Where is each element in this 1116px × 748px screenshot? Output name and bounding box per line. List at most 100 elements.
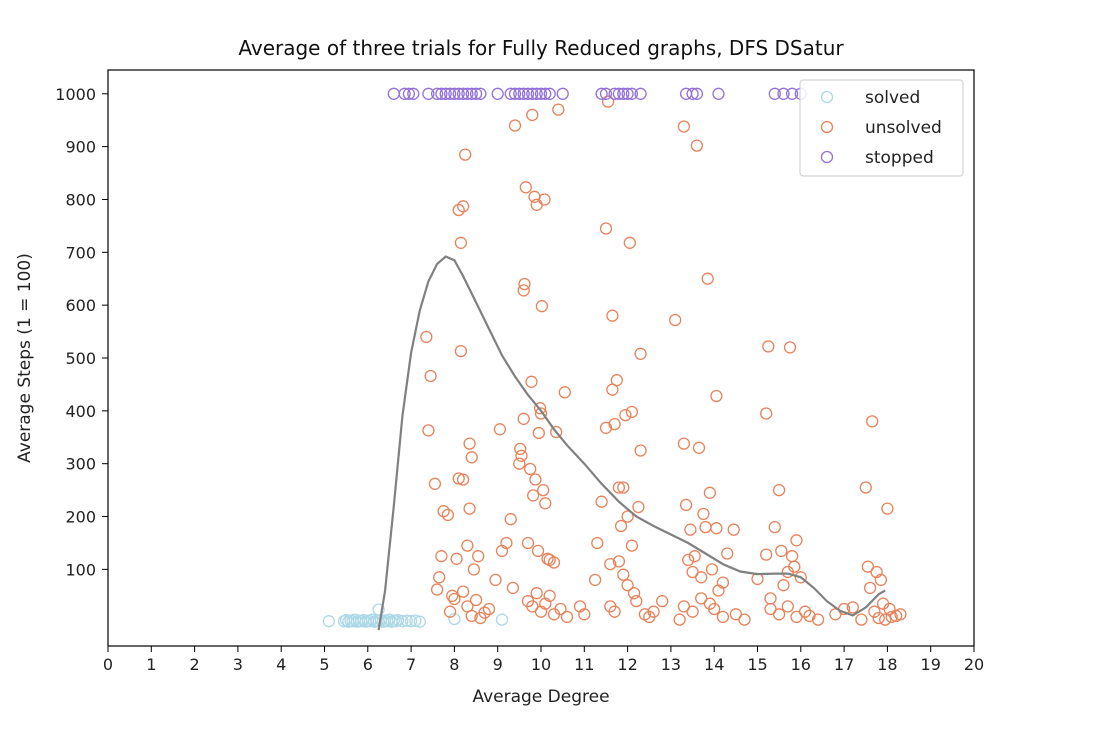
unsolved-point bbox=[504, 513, 517, 526]
unsolved-point bbox=[430, 583, 444, 596]
legend-marker-unsolved bbox=[820, 120, 834, 134]
stopped-point bbox=[491, 87, 504, 100]
y-axis-label: Average Steps (1 = 100) bbox=[15, 253, 35, 463]
unsolved-point bbox=[695, 592, 708, 605]
series-unsolved bbox=[420, 95, 907, 626]
unsolved-point bbox=[656, 594, 669, 608]
unsolved-point bbox=[422, 424, 435, 437]
unsolved-point bbox=[686, 605, 699, 618]
unsolved-point bbox=[459, 148, 472, 161]
unsolved-point bbox=[463, 437, 476, 450]
unsolved-point bbox=[610, 374, 623, 387]
solved-point bbox=[413, 615, 426, 628]
stopped-point bbox=[625, 87, 639, 100]
y-tick-label: 200 bbox=[65, 508, 96, 527]
unsolved-point bbox=[482, 602, 496, 616]
solved-point bbox=[396, 615, 409, 628]
unsolved-point bbox=[803, 609, 816, 623]
stopped-point bbox=[448, 87, 461, 100]
unsolved-point bbox=[701, 272, 714, 285]
unsolved-point bbox=[692, 441, 706, 454]
unsolved-point bbox=[684, 523, 697, 536]
x-tick-label: 15 bbox=[747, 655, 767, 674]
unsolved-point bbox=[695, 571, 708, 584]
unsolved-point bbox=[790, 610, 803, 624]
stopped-point bbox=[539, 87, 552, 100]
unsolved-point bbox=[599, 222, 613, 235]
x-tick-label: 5 bbox=[319, 655, 329, 674]
unsolved-point bbox=[493, 423, 507, 436]
unsolved-point bbox=[519, 181, 532, 194]
unsolved-point bbox=[634, 347, 647, 360]
unsolved-point bbox=[543, 589, 556, 602]
unsolved-point bbox=[621, 579, 634, 592]
unsolved-point bbox=[518, 277, 531, 291]
unsolved-point bbox=[762, 340, 775, 353]
unsolved-point bbox=[532, 426, 545, 440]
stopped-point bbox=[474, 87, 487, 100]
stopped-point bbox=[785, 87, 799, 100]
stopped-point bbox=[517, 87, 530, 100]
unsolved-point bbox=[433, 571, 446, 584]
unsolved-point bbox=[465, 609, 478, 623]
unsolved-point bbox=[829, 608, 842, 621]
stopped-point bbox=[612, 87, 626, 100]
unsolved-point bbox=[705, 563, 719, 576]
solved-point bbox=[495, 613, 509, 626]
unsolved-point bbox=[863, 581, 877, 595]
stopped-point bbox=[768, 87, 781, 100]
unsolved-point bbox=[554, 602, 567, 616]
stopped-point bbox=[504, 87, 517, 100]
unsolved-point bbox=[456, 585, 470, 598]
y-tick-label: 600 bbox=[65, 296, 96, 315]
unsolved-point bbox=[547, 556, 561, 569]
stopped-point bbox=[439, 87, 452, 100]
legend-marker-solved bbox=[820, 90, 834, 104]
stopped-point bbox=[543, 87, 556, 100]
unsolved-point bbox=[606, 309, 619, 322]
unsolved-point bbox=[472, 550, 485, 563]
x-tick-label: 1 bbox=[146, 655, 156, 674]
unsolved-point bbox=[539, 497, 552, 510]
unsolved-point bbox=[879, 613, 892, 626]
y-tick-label: 700 bbox=[65, 243, 96, 262]
unsolved-point bbox=[855, 613, 868, 626]
solved-point bbox=[400, 614, 413, 627]
unsolved-point bbox=[677, 600, 691, 613]
unsolved-point bbox=[775, 544, 788, 558]
x-tick-label: 0 bbox=[103, 655, 113, 674]
x-tick-label: 4 bbox=[276, 655, 286, 674]
x-tick-label: 18 bbox=[877, 655, 897, 674]
stopped-point bbox=[422, 87, 435, 100]
legend-marker-stopped bbox=[820, 150, 834, 164]
unsolved-point bbox=[682, 553, 695, 567]
unsolved-point bbox=[448, 592, 461, 606]
unsolved-point bbox=[619, 408, 632, 422]
unsolved-point bbox=[526, 600, 539, 613]
unsolved-point bbox=[443, 605, 457, 618]
unsolved-point bbox=[552, 103, 565, 116]
unsolved-point bbox=[508, 119, 522, 132]
x-tick-label: 7 bbox=[406, 655, 416, 674]
unsolved-point bbox=[591, 536, 604, 550]
stopped-point bbox=[513, 87, 526, 100]
unsolved-point bbox=[673, 613, 686, 626]
unsolved-point bbox=[456, 200, 470, 213]
unsolved-point bbox=[772, 608, 786, 621]
unsolved-point bbox=[517, 284, 530, 297]
chart-title: Average of three trials for Fully Reduce… bbox=[238, 36, 844, 60]
unsolved-point bbox=[538, 193, 551, 206]
unsolved-point bbox=[716, 576, 730, 589]
unsolved-point bbox=[625, 539, 639, 552]
unsolved-point bbox=[768, 520, 781, 534]
unsolved-point bbox=[588, 573, 602, 587]
stopped-point bbox=[534, 87, 548, 100]
unsolved-point bbox=[868, 605, 881, 618]
y-tick-label: 100 bbox=[65, 560, 96, 579]
unsolved-point bbox=[454, 344, 468, 358]
unsolved-point bbox=[595, 495, 608, 508]
unsolved-point bbox=[435, 550, 448, 563]
unsolved-point bbox=[617, 568, 630, 581]
unsolved-point bbox=[513, 457, 526, 470]
unsolved-point bbox=[617, 481, 630, 494]
